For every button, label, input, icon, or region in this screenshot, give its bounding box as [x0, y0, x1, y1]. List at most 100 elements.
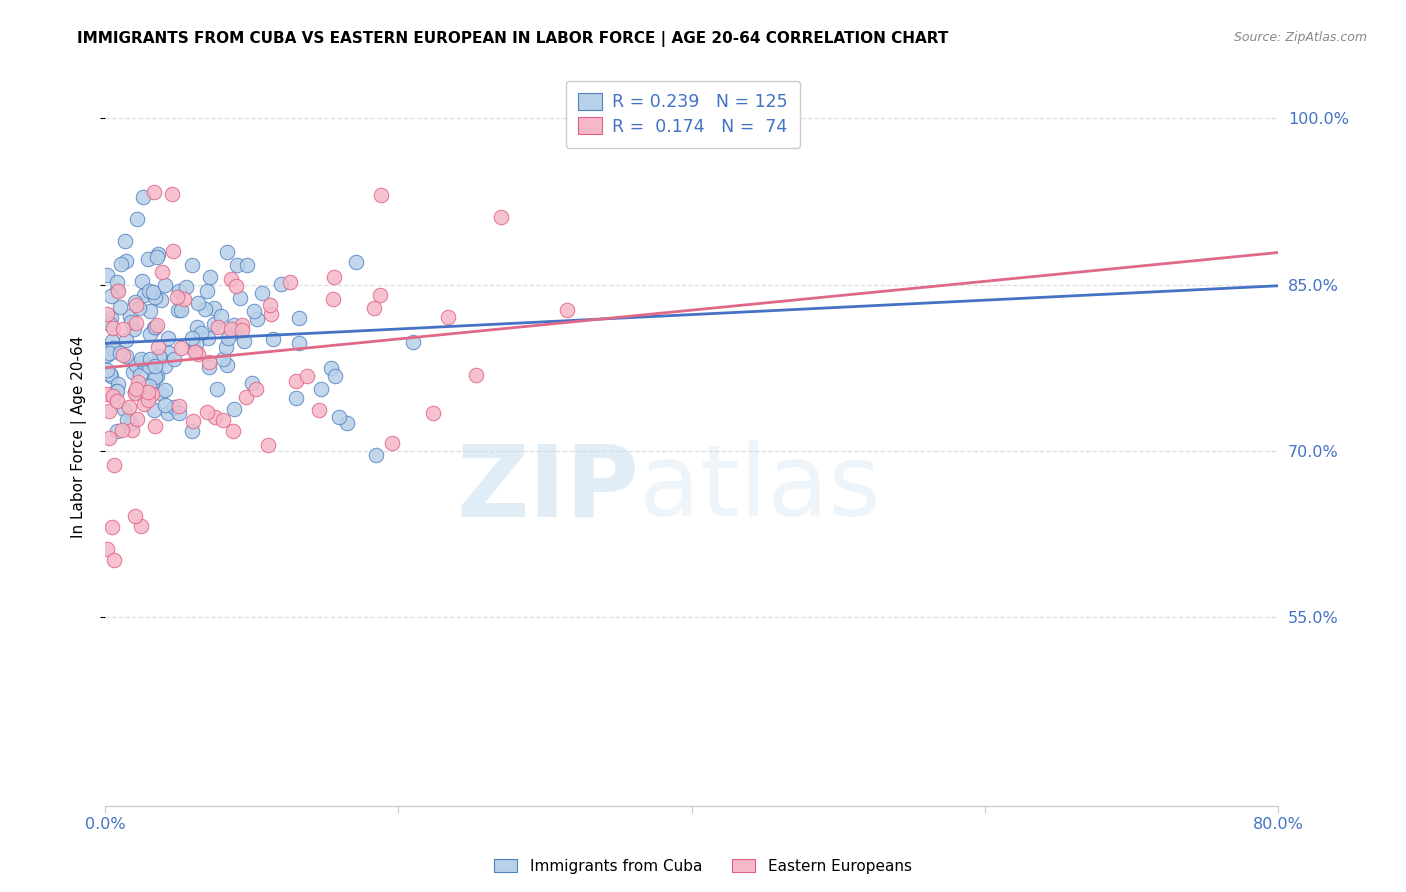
Point	[96, 542, 118, 557]
Point	[124, 385, 146, 400]
Point	[96, 386, 118, 401]
Point	[107, 376, 129, 391]
Point	[129, 351, 152, 366]
Legend: Immigrants from Cuba, Eastern Europeans: Immigrants from Cuba, Eastern Europeans	[488, 853, 918, 880]
Point	[105, 425, 128, 439]
Point	[107, 285, 129, 299]
Point	[224, 326, 246, 340]
Point	[328, 410, 350, 425]
Point	[202, 301, 225, 316]
Point	[160, 186, 183, 201]
Point	[288, 336, 311, 351]
Point	[139, 351, 162, 366]
Point	[194, 301, 217, 316]
Point	[211, 413, 233, 427]
Point	[190, 326, 212, 341]
Point	[131, 354, 153, 368]
Point	[197, 355, 219, 369]
Point	[101, 341, 124, 355]
Point	[100, 289, 122, 303]
Point	[308, 402, 330, 417]
Point	[100, 310, 122, 325]
Point	[138, 284, 160, 298]
Point	[115, 333, 138, 347]
Point	[105, 275, 128, 289]
Point	[186, 320, 208, 334]
Point	[221, 424, 243, 438]
Point	[278, 275, 301, 289]
Point	[173, 293, 195, 307]
Point	[243, 304, 266, 318]
Point	[136, 252, 159, 266]
Point	[152, 264, 174, 278]
Point	[127, 375, 149, 389]
Point	[132, 190, 155, 204]
Point	[197, 331, 219, 345]
Point	[96, 362, 118, 376]
Point	[110, 257, 132, 271]
Point	[105, 394, 128, 409]
Point	[322, 292, 344, 306]
Point	[98, 404, 121, 418]
Point	[364, 448, 387, 462]
Point	[138, 327, 160, 342]
Point	[295, 369, 318, 384]
Point	[97, 432, 120, 446]
Point	[146, 340, 169, 354]
Point	[125, 211, 148, 226]
Point	[153, 398, 176, 412]
Point	[368, 288, 391, 302]
Point	[114, 350, 136, 364]
Point	[142, 321, 165, 335]
Point	[139, 303, 162, 318]
Point	[167, 406, 190, 420]
Point	[145, 370, 167, 384]
Point	[465, 368, 488, 383]
Point	[150, 293, 173, 308]
Point	[98, 318, 121, 332]
Point	[143, 419, 166, 434]
Point	[219, 322, 242, 336]
Point	[117, 400, 139, 414]
Point	[370, 188, 392, 202]
Point	[270, 277, 292, 292]
Point	[124, 385, 146, 400]
Point	[129, 519, 152, 533]
Point	[184, 337, 207, 351]
Point	[105, 283, 128, 297]
Point	[138, 359, 160, 374]
Point	[259, 307, 281, 321]
Point	[125, 298, 148, 312]
Point	[125, 316, 148, 330]
Point	[212, 351, 235, 366]
Point	[153, 277, 176, 292]
Point	[231, 323, 253, 337]
Point	[204, 318, 226, 332]
Point	[169, 284, 191, 298]
Point	[231, 318, 253, 333]
Point	[170, 303, 193, 318]
Point	[489, 210, 512, 224]
Point	[262, 332, 284, 346]
Point	[153, 384, 176, 398]
Point	[112, 349, 135, 363]
Point	[336, 417, 359, 431]
Point	[170, 342, 193, 356]
Point	[195, 405, 218, 419]
Point	[181, 258, 204, 272]
Point	[204, 409, 226, 424]
Point	[127, 412, 149, 426]
Point	[257, 438, 280, 452]
Point	[141, 376, 163, 390]
Point	[111, 423, 134, 437]
Point	[97, 345, 120, 359]
Point	[148, 349, 170, 363]
Point	[245, 382, 267, 396]
Point	[124, 294, 146, 309]
Point	[222, 318, 245, 333]
Point	[155, 359, 177, 374]
Point	[236, 259, 259, 273]
Point	[176, 280, 198, 294]
Text: IMMIGRANTS FROM CUBA VS EASTERN EUROPEAN IN LABOR FORCE | AGE 20-64 CORRELATION : IMMIGRANTS FROM CUBA VS EASTERN EUROPEAN…	[77, 31, 949, 47]
Point	[163, 351, 186, 366]
